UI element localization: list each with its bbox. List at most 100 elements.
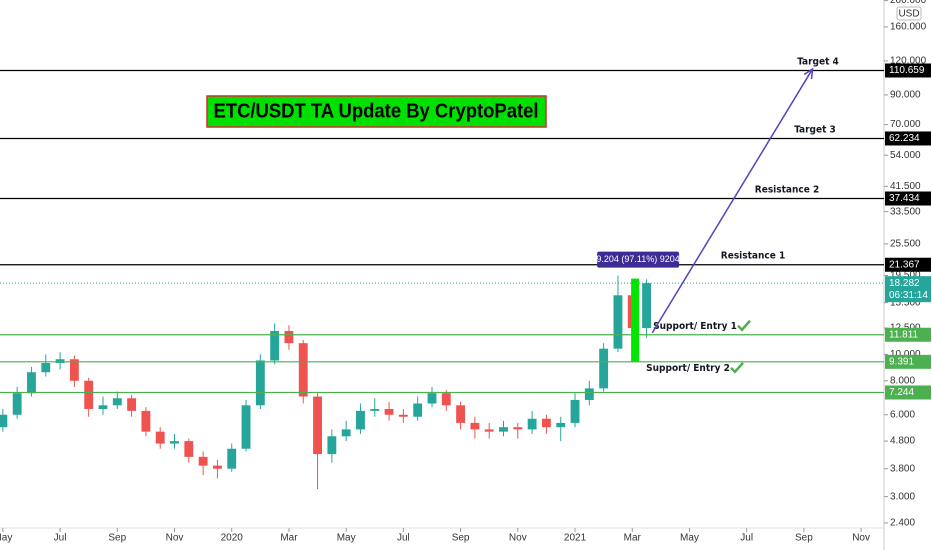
candle-body (513, 427, 523, 430)
title-box (206, 95, 547, 128)
x-tick-label: Mar (280, 533, 298, 544)
y-tick-label: 41.500 (890, 181, 921, 192)
level-label: Resistance 1 (721, 251, 785, 262)
y-tick-label: 90.000 (890, 90, 921, 101)
x-tick-label: 2020 (221, 533, 244, 544)
level-price-box (885, 327, 931, 342)
candle-body (0, 414, 8, 428)
candle-body (270, 330, 280, 361)
x-tick-label: Sep (795, 533, 813, 544)
candle-body (370, 408, 380, 411)
x-tick-label: Sep (108, 533, 126, 544)
x-tick-label: Jul (397, 533, 410, 544)
measure-label-box (597, 251, 680, 268)
y-tick-label: 4.800 (890, 436, 915, 447)
y-tick-label: 25.500 (890, 238, 921, 249)
candle-body (556, 422, 566, 428)
x-tick-label: Mar (624, 533, 642, 544)
candle-body (599, 348, 609, 389)
candle-body (313, 396, 322, 455)
candle-body (456, 405, 466, 423)
level-price-box (885, 354, 931, 369)
candle-body (241, 405, 251, 449)
candle-body (184, 441, 194, 457)
x-tick-label: Jul (54, 533, 67, 544)
candle-body (427, 393, 437, 404)
candle-body (12, 393, 22, 415)
candle-body (112, 398, 122, 406)
y-tick-label: 2.400 (890, 518, 915, 529)
candle-body (227, 448, 237, 469)
check-mark (737, 319, 751, 332)
arrow-head (803, 67, 814, 80)
last-price-box (885, 276, 931, 303)
unit-label: USD (898, 9, 919, 20)
level-label: Target 4 (797, 56, 839, 67)
level-price-label: 21.367 (889, 259, 920, 270)
y-tick-label: 19.500 (890, 270, 921, 281)
level-label: Resistance 2 (755, 185, 819, 196)
candle-body (441, 393, 451, 406)
candle-body (527, 418, 537, 430)
level-price-label: 7.244 (889, 387, 914, 398)
measure-label: 9.204 (97.11%) 9204 (596, 254, 679, 264)
candle-body (398, 414, 408, 417)
candle-body (27, 372, 36, 394)
candle-body (499, 427, 508, 432)
level-label: Target 3 (794, 124, 836, 135)
candle-body (127, 398, 137, 411)
x-tick-label: Nov (166, 533, 184, 544)
level-label: Support/ Entry 2 (646, 363, 730, 374)
candle-body (642, 283, 651, 329)
y-tick-label: 3.000 (890, 491, 915, 502)
level-label: Support/ Entry 1 (653, 321, 737, 332)
y-tick-label: 10.000 (890, 349, 921, 360)
measure-rect (631, 278, 640, 362)
x-tick-label: Sep (452, 533, 470, 544)
candle-body (41, 362, 51, 373)
x-tick-label: May (337, 533, 356, 544)
unit-box (896, 6, 922, 21)
level-price-box (885, 257, 931, 272)
candle-body (341, 429, 351, 437)
candle-body (570, 399, 580, 423)
y-tick-label: 8.000 (890, 375, 915, 386)
candle-body (356, 410, 365, 430)
level-price-box (885, 191, 931, 206)
candle-body (55, 359, 65, 363)
candle-body (541, 418, 551, 428)
x-tick-label: Jul (740, 533, 753, 544)
level-price-label: 11.811 (889, 329, 919, 340)
x-tick-label: 2021 (564, 533, 587, 544)
candle-body (212, 465, 222, 469)
candle-body (327, 436, 337, 455)
candle-body (584, 388, 594, 400)
y-tick-label: 6.000 (890, 409, 915, 420)
level-price-label: 110.659 (889, 65, 925, 76)
y-tick-label: 160.000 (890, 22, 927, 33)
level-price-label: 9.391 (889, 356, 914, 367)
y-tick-label: 200.000 (890, 0, 927, 6)
level-price-box (885, 131, 931, 146)
y-tick-label: 15.500 (890, 297, 921, 308)
candle-body (198, 456, 208, 466)
x-tick-label: Nov (509, 533, 527, 544)
candle-body (298, 343, 308, 397)
candle-body (141, 410, 151, 432)
y-tick-label: 54.000 (890, 150, 921, 161)
level-price-label: 37.434 (889, 193, 920, 204)
y-tick-label: 3.800 (890, 463, 915, 474)
level-price-box (885, 385, 931, 400)
check-mark (730, 362, 744, 374)
candle-body (255, 360, 265, 406)
candle-body (84, 380, 94, 409)
y-tick-label: 33.500 (890, 206, 921, 217)
candle-body (384, 408, 394, 415)
y-tick-label: 70.000 (890, 119, 921, 130)
candle-body (155, 431, 165, 444)
candle-body (470, 422, 480, 430)
y-tick-label: 120.000 (890, 56, 927, 67)
candle-body (98, 405, 108, 409)
